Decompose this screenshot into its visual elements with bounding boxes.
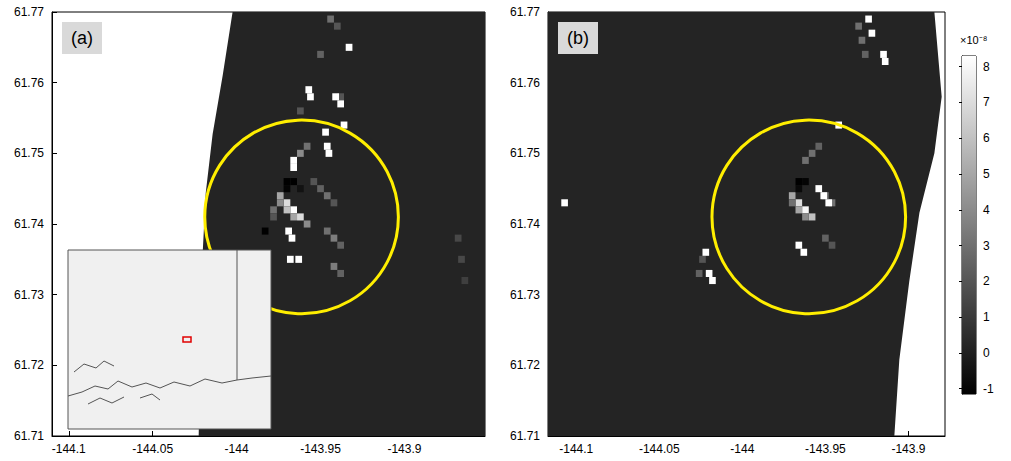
svg-text:0: 0: [983, 346, 990, 360]
svg-text:61.75: 61.75: [14, 146, 44, 160]
svg-text:7: 7: [983, 95, 990, 109]
svg-text:-144.05: -144.05: [132, 442, 173, 456]
svg-text:61.72: 61.72: [510, 358, 540, 372]
svg-text:61.77: 61.77: [510, 5, 540, 19]
svg-text:5: 5: [983, 167, 990, 181]
svg-text:61.73: 61.73: [14, 288, 44, 302]
svg-text:61.77: 61.77: [14, 5, 44, 19]
svg-text:1: 1: [983, 310, 990, 324]
svg-text:-143.95: -143.95: [300, 442, 341, 456]
svg-text:-1: -1: [983, 382, 994, 396]
svg-text:61.74: 61.74: [510, 217, 540, 231]
svg-text:-144.05: -144.05: [639, 442, 680, 456]
svg-text:-144: -144: [730, 442, 754, 456]
svg-text:6: 6: [983, 131, 990, 145]
svg-text:2: 2: [983, 274, 990, 288]
svg-text:-143.9: -143.9: [387, 442, 421, 456]
svg-text:61.73: 61.73: [510, 288, 540, 302]
svg-text:61.72: 61.72: [14, 358, 44, 372]
svg-text:61.76: 61.76: [510, 76, 540, 90]
svg-text:8: 8: [983, 60, 990, 74]
svg-text:61.71: 61.71: [510, 429, 540, 443]
svg-text:(b): (b): [567, 28, 589, 48]
svg-text:(a): (a): [71, 28, 93, 48]
svg-text:3: 3: [983, 239, 990, 253]
svg-text:61.71: 61.71: [14, 429, 44, 443]
svg-text:-144.1: -144.1: [559, 442, 593, 456]
svg-text:×10⁻⁸: ×10⁻⁸: [960, 34, 987, 46]
svg-text:-143.9: -143.9: [891, 442, 925, 456]
svg-text:-144.1: -144.1: [52, 442, 86, 456]
svg-text:61.74: 61.74: [14, 217, 44, 231]
svg-text:-144: -144: [225, 442, 249, 456]
svg-text:-143.95: -143.95: [805, 442, 846, 456]
svg-text:4: 4: [983, 203, 990, 217]
svg-text:61.75: 61.75: [510, 146, 540, 160]
svg-text:61.76: 61.76: [14, 76, 44, 90]
